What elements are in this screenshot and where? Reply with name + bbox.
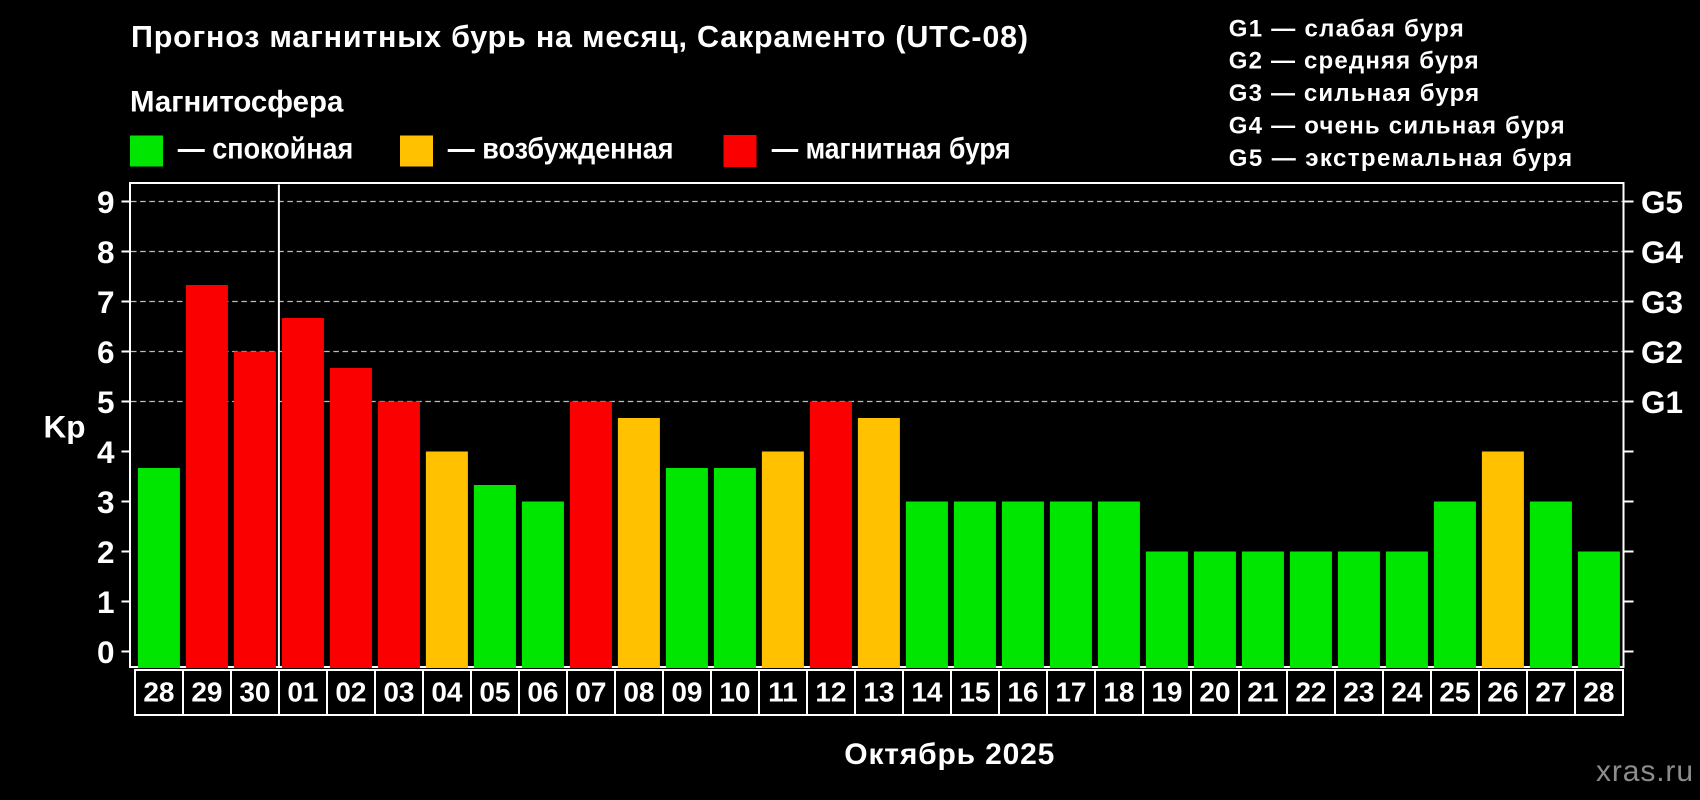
svg-text:Магнитосфера: Магнитосфера bbox=[130, 86, 344, 119]
svg-text:25: 25 bbox=[1439, 677, 1470, 708]
svg-text:G2: G2 bbox=[1641, 334, 1683, 370]
svg-text:02: 02 bbox=[335, 677, 366, 708]
svg-text:— спокойная: — спокойная bbox=[178, 133, 353, 166]
svg-text:01: 01 bbox=[287, 677, 318, 708]
svg-text:28: 28 bbox=[143, 677, 174, 708]
svg-text:06: 06 bbox=[527, 677, 558, 708]
svg-text:7: 7 bbox=[97, 284, 115, 320]
svg-text:— возбужденная: — возбужденная bbox=[448, 133, 674, 166]
svg-text:0: 0 bbox=[97, 634, 115, 670]
svg-text:G3: G3 bbox=[1641, 284, 1683, 320]
svg-text:24: 24 bbox=[1391, 677, 1423, 708]
svg-text:19: 19 bbox=[1151, 677, 1182, 708]
svg-text:20: 20 bbox=[1199, 677, 1230, 708]
svg-text:G1: G1 bbox=[1641, 384, 1683, 420]
svg-text:07: 07 bbox=[575, 677, 606, 708]
svg-text:G4: G4 bbox=[1641, 234, 1684, 270]
svg-text:15: 15 bbox=[959, 677, 990, 708]
svg-text:14: 14 bbox=[911, 677, 943, 708]
svg-text:11: 11 bbox=[768, 677, 798, 708]
svg-text:8: 8 bbox=[97, 234, 115, 270]
svg-text:23: 23 bbox=[1343, 677, 1374, 708]
svg-text:4: 4 bbox=[97, 434, 115, 470]
svg-text:04: 04 bbox=[431, 677, 463, 708]
svg-text:G3 — сильная буря: G3 — сильная буря bbox=[1229, 80, 1479, 107]
svg-text:22: 22 bbox=[1295, 677, 1326, 708]
svg-text:27: 27 bbox=[1535, 677, 1566, 708]
svg-text:17: 17 bbox=[1055, 677, 1086, 708]
svg-text:03: 03 bbox=[383, 677, 414, 708]
svg-text:10: 10 bbox=[719, 677, 750, 708]
svg-text:21: 21 bbox=[1247, 677, 1278, 708]
svg-text:05: 05 bbox=[479, 677, 510, 708]
svg-text:xras.ru: xras.ru bbox=[1596, 755, 1693, 788]
svg-text:G5: G5 bbox=[1641, 184, 1683, 220]
svg-text:6: 6 bbox=[97, 334, 115, 370]
svg-text:G2 — средняя буря: G2 — средняя буря bbox=[1229, 48, 1479, 75]
svg-text:2: 2 bbox=[97, 534, 115, 570]
svg-text:Kp: Kp bbox=[44, 409, 86, 445]
svg-text:— магнитная буря: — магнитная буря bbox=[772, 133, 1011, 166]
svg-text:G4 — очень сильная буря: G4 — очень сильная буря bbox=[1229, 112, 1565, 139]
svg-text:09: 09 bbox=[671, 677, 702, 708]
svg-text:18: 18 bbox=[1103, 677, 1134, 708]
svg-text:08: 08 bbox=[623, 677, 654, 708]
svg-text:G5 — экстремальная буря: G5 — экстремальная буря bbox=[1229, 145, 1572, 172]
svg-text:1: 1 bbox=[97, 584, 115, 620]
svg-text:5: 5 bbox=[97, 384, 115, 420]
svg-text:30: 30 bbox=[239, 677, 270, 708]
svg-text:26: 26 bbox=[1487, 677, 1518, 708]
svg-text:3: 3 bbox=[97, 484, 115, 520]
svg-text:Октябрь 2025: Октябрь 2025 bbox=[844, 738, 1054, 771]
svg-text:12: 12 bbox=[815, 677, 846, 708]
svg-text:G1 — слабая буря: G1 — слабая буря bbox=[1229, 15, 1464, 42]
svg-text:13: 13 bbox=[863, 677, 894, 708]
svg-text:Прогноз магнитных бурь на меся: Прогноз магнитных бурь на месяц, Сакраме… bbox=[131, 20, 1028, 54]
svg-text:9: 9 bbox=[97, 184, 115, 220]
svg-text:28: 28 bbox=[1583, 677, 1614, 708]
svg-text:29: 29 bbox=[191, 677, 222, 708]
svg-text:16: 16 bbox=[1007, 677, 1038, 708]
